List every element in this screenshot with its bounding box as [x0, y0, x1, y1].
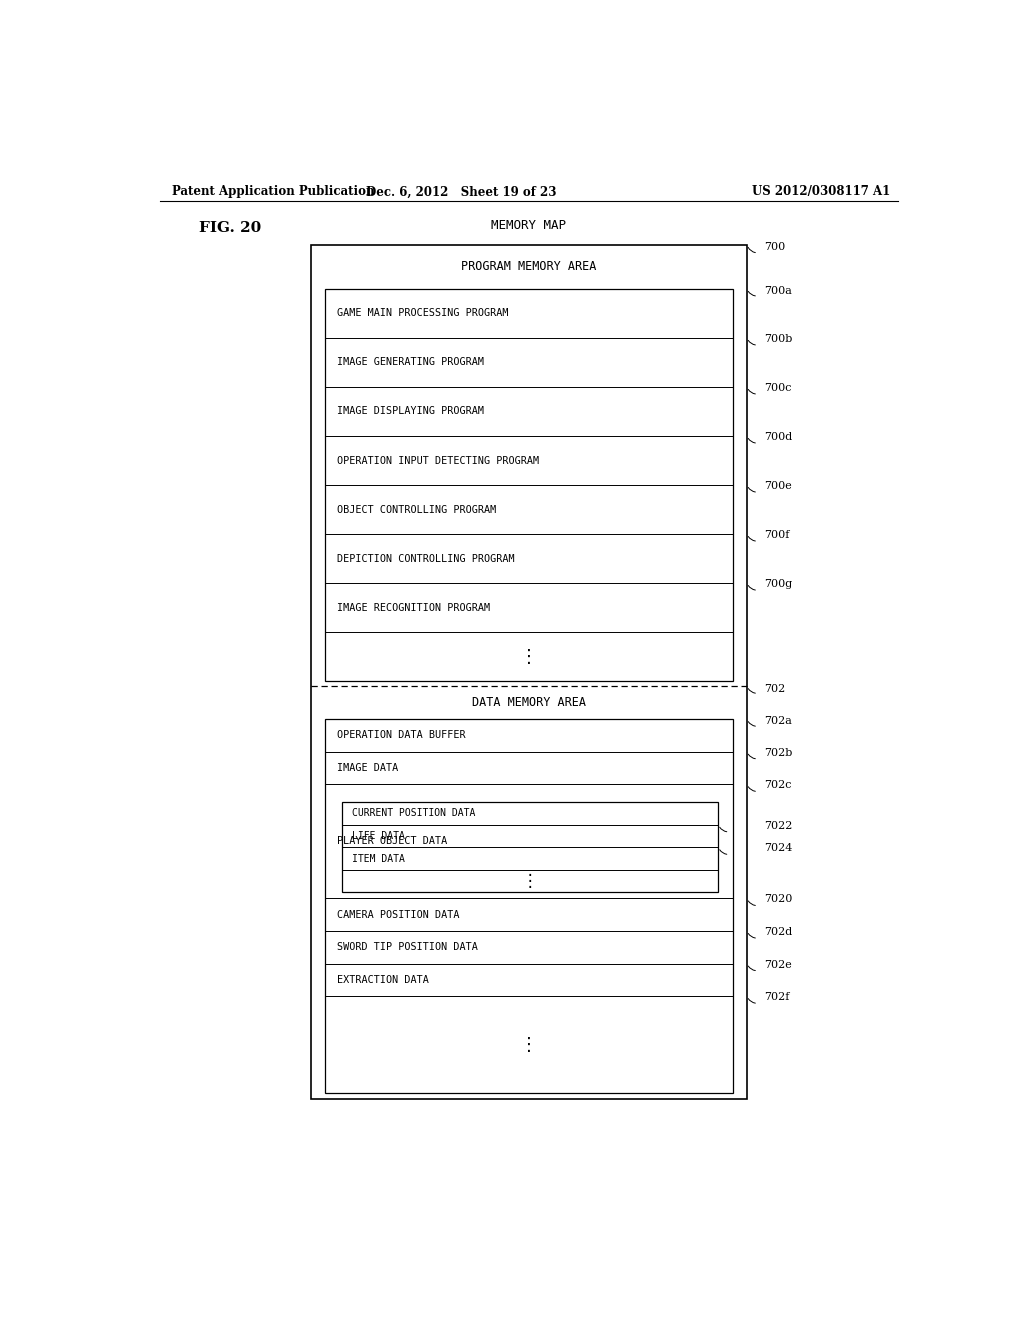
Text: 7022: 7022: [765, 821, 793, 830]
Text: 702f: 702f: [765, 993, 790, 1002]
Text: 700: 700: [765, 242, 785, 252]
Text: 7024: 7024: [765, 843, 793, 853]
Text: ⋮: ⋮: [522, 873, 539, 890]
Text: 700a: 700a: [765, 286, 793, 296]
Bar: [310, 244, 748, 1098]
Text: CAMERA POSITION DATA: CAMERA POSITION DATA: [337, 909, 459, 920]
Text: MEMORY MAP: MEMORY MAP: [492, 219, 566, 231]
Text: 700g: 700g: [765, 579, 793, 589]
Bar: [325, 289, 733, 681]
Text: ⋮: ⋮: [520, 1036, 538, 1053]
Text: 700f: 700f: [765, 531, 790, 540]
Text: 702e: 702e: [765, 960, 793, 970]
Text: EXTRACTION DATA: EXTRACTION DATA: [337, 975, 429, 985]
Text: 7020: 7020: [765, 895, 793, 904]
Text: 702d: 702d: [765, 927, 793, 937]
Text: IMAGE DISPLAYING PROGRAM: IMAGE DISPLAYING PROGRAM: [337, 407, 483, 417]
Text: SWORD TIP POSITION DATA: SWORD TIP POSITION DATA: [337, 942, 477, 952]
Text: CURRENT POSITION DATA: CURRENT POSITION DATA: [352, 808, 475, 818]
Text: 702c: 702c: [765, 780, 792, 791]
Text: PLAYER OBJECT DATA: PLAYER OBJECT DATA: [337, 837, 446, 846]
Text: IMAGE GENERATING PROGRAM: IMAGE GENERATING PROGRAM: [337, 358, 483, 367]
Bar: [325, 719, 733, 1093]
Text: DATA MEMORY AREA: DATA MEMORY AREA: [472, 696, 586, 709]
Text: FIG. 20: FIG. 20: [200, 220, 262, 235]
Text: 700d: 700d: [765, 432, 793, 442]
Text: PROGRAM MEMORY AREA: PROGRAM MEMORY AREA: [461, 260, 596, 273]
Text: 702: 702: [765, 684, 785, 694]
Text: Patent Application Publication: Patent Application Publication: [172, 185, 374, 198]
Bar: [342, 803, 719, 892]
Text: 702b: 702b: [765, 747, 793, 758]
Text: ⋮: ⋮: [520, 648, 538, 665]
Text: IMAGE DATA: IMAGE DATA: [337, 763, 398, 774]
Text: 700e: 700e: [765, 480, 793, 491]
Text: LIFE DATA: LIFE DATA: [352, 832, 404, 841]
Text: OPERATION INPUT DETECTING PROGRAM: OPERATION INPUT DETECTING PROGRAM: [337, 455, 539, 466]
Text: 700b: 700b: [765, 334, 793, 345]
Text: 702a: 702a: [765, 717, 793, 726]
Text: GAME MAIN PROCESSING PROGRAM: GAME MAIN PROCESSING PROGRAM: [337, 309, 508, 318]
Text: US 2012/0308117 A1: US 2012/0308117 A1: [752, 185, 890, 198]
Text: Dec. 6, 2012   Sheet 19 of 23: Dec. 6, 2012 Sheet 19 of 23: [366, 185, 557, 198]
Text: OPERATION DATA BUFFER: OPERATION DATA BUFFER: [337, 730, 465, 741]
Text: 700c: 700c: [765, 383, 792, 393]
Text: OBJECT CONTROLLING PROGRAM: OBJECT CONTROLLING PROGRAM: [337, 504, 496, 515]
Text: IMAGE RECOGNITION PROGRAM: IMAGE RECOGNITION PROGRAM: [337, 603, 489, 612]
Text: ITEM DATA: ITEM DATA: [352, 854, 404, 863]
Text: DEPICTION CONTROLLING PROGRAM: DEPICTION CONTROLLING PROGRAM: [337, 553, 514, 564]
